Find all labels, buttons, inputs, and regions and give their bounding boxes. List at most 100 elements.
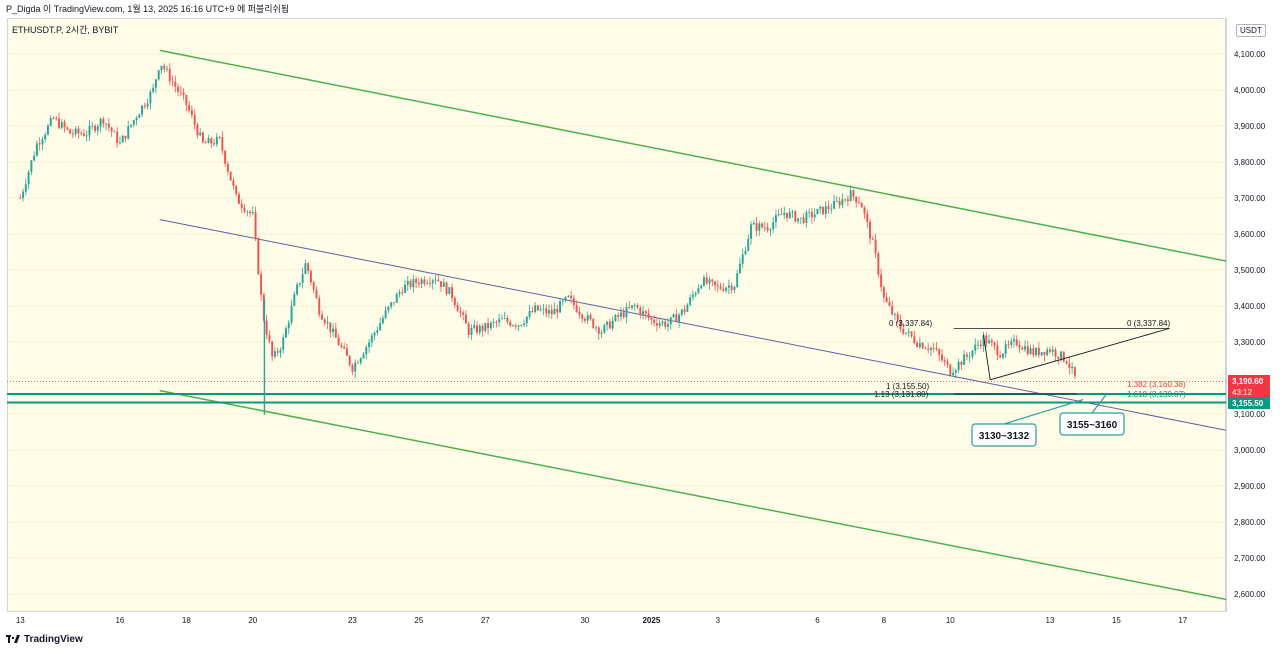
candle-body [539, 309, 542, 311]
candle-body [727, 285, 730, 288]
candle-body [124, 135, 127, 139]
candle-body [938, 349, 941, 355]
candle-body [105, 123, 108, 125]
candle-body [816, 208, 819, 215]
x-tick-label: 25 [414, 616, 423, 625]
candle-body [642, 311, 645, 315]
candle-body [628, 307, 631, 308]
candle-body [918, 342, 921, 347]
candle-body [755, 222, 758, 231]
candle-body [174, 81, 177, 87]
candle-body [819, 206, 822, 209]
candle-body [838, 200, 841, 206]
chart-plot-area[interactable] [7, 18, 1226, 612]
candle-body [907, 331, 910, 333]
candle-body [246, 211, 249, 213]
candle-body [368, 342, 371, 348]
candle-body [971, 350, 974, 357]
channel-upper-line [159, 49, 1226, 262]
y-tick-label: 2,800.00 [1234, 518, 1266, 527]
candle-body [321, 314, 323, 320]
candle-body [110, 127, 113, 132]
x-tick-label: 8 [882, 616, 887, 625]
candle-body [362, 354, 365, 359]
candle-body [489, 322, 492, 329]
candle-body [835, 200, 838, 202]
candle-body [426, 283, 429, 284]
x-tick-label: 6 [815, 616, 820, 625]
candle-body [700, 285, 703, 289]
candle-body [462, 312, 465, 315]
candle-body [528, 310, 531, 317]
price-axis[interactable] [1226, 18, 1280, 612]
candle-body [207, 138, 210, 144]
candle-body [550, 310, 553, 315]
currency-unit-button[interactable]: USDT [1236, 24, 1266, 37]
candle-body [1004, 344, 1007, 354]
candle-body [545, 308, 548, 314]
candle-body [487, 323, 490, 329]
candle-body [343, 346, 346, 349]
candle-body [440, 281, 442, 287]
candle-body [672, 314, 675, 318]
x-tick-label: 13 [16, 616, 25, 625]
candle-body [143, 105, 146, 107]
candle-body [750, 224, 752, 239]
candle-body [1024, 346, 1027, 350]
candle-body [332, 328, 335, 333]
candle-body [822, 206, 824, 214]
candle-body [611, 320, 614, 329]
x-tick-label: 23 [348, 616, 357, 625]
candle-body [307, 263, 310, 271]
candle-body [1060, 351, 1062, 359]
candle-body [337, 337, 340, 346]
candle-body [88, 126, 91, 136]
candle-body [974, 344, 977, 351]
candle-body [578, 311, 581, 315]
candle-body [345, 348, 348, 356]
candle-body [1040, 352, 1043, 356]
candle-body [977, 344, 979, 346]
candle-body [572, 298, 575, 306]
candle-body [619, 312, 622, 317]
candle-body [891, 305, 894, 315]
candle-body [603, 325, 606, 333]
y-tick-label: 4,100.00 [1234, 50, 1266, 59]
candle-body [149, 91, 152, 104]
candle-body [1018, 345, 1021, 348]
candle-body [559, 301, 562, 313]
candle-body [406, 280, 409, 285]
candle-body [583, 318, 586, 321]
candle-body [702, 277, 705, 286]
time-axis[interactable] [7, 612, 1226, 630]
candle-body [224, 150, 227, 164]
candle-body [705, 277, 708, 284]
candle-body [667, 324, 669, 327]
candle-body [398, 292, 401, 295]
candle-body [523, 323, 526, 325]
candle-body [182, 92, 185, 95]
candle-body [141, 105, 144, 115]
candle-body [177, 86, 180, 92]
symbol-label[interactable]: ETHUSDT.P, 2시간, BYBIT [12, 25, 119, 35]
candle-body [384, 310, 387, 319]
candle-body [774, 215, 777, 223]
candle-body [412, 279, 415, 288]
candle-body [893, 313, 896, 315]
candle-body [993, 342, 996, 346]
candle-body [1010, 341, 1013, 345]
candle-body [351, 364, 354, 372]
x-tick-label: 17 [1178, 616, 1187, 625]
candle-body [763, 227, 766, 229]
candle-body [896, 313, 899, 321]
candle-body [38, 143, 41, 145]
candle-body [1026, 346, 1029, 355]
candle-body [769, 229, 772, 231]
candle-body [586, 315, 589, 321]
footer-brand[interactable]: TradingView [6, 634, 83, 645]
candle-body [80, 133, 83, 135]
candle-body [27, 171, 30, 185]
candle-body [135, 117, 138, 121]
candle-body [564, 296, 567, 301]
candle-body [376, 330, 379, 333]
